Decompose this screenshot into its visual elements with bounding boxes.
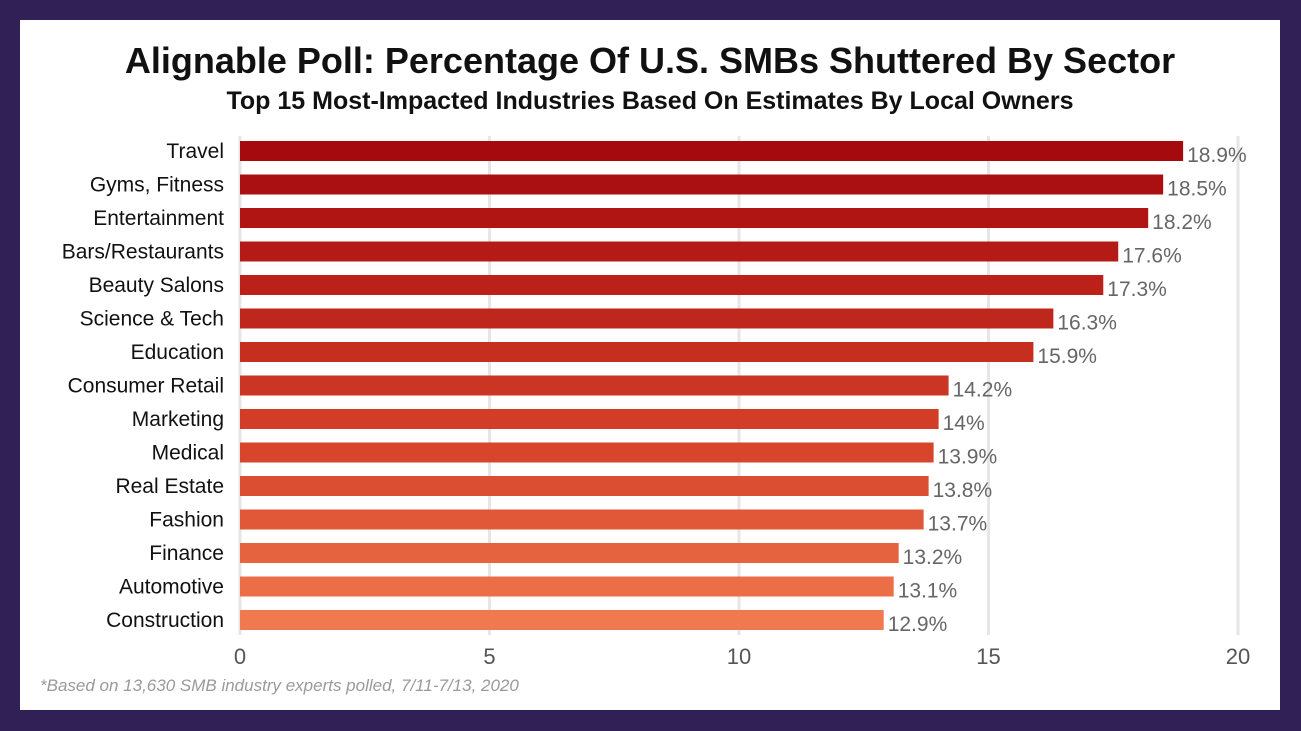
- bar-bars-restaurants: [240, 241, 1119, 262]
- value-label: 17.6%: [1122, 245, 1182, 268]
- category-label: Construction: [106, 609, 224, 632]
- category-label: Automotive: [119, 576, 224, 599]
- x-tick-label: 20: [1226, 644, 1250, 669]
- category-label: Consumer Retail: [68, 375, 224, 398]
- x-tick-label: 15: [976, 644, 1000, 669]
- bar-chart: Travel 18.9% Gyms, Fitness 18.5% Entertainme…: [62, 136, 1250, 669]
- value-label: 14.2%: [953, 379, 1013, 402]
- bar-education: [240, 342, 1034, 362]
- label-layer: Travel 18.9% Gyms, Fitness 18.5% Entertainme…: [62, 140, 1247, 636]
- category-label: Real Estate: [115, 475, 224, 498]
- category-label: Finance: [149, 542, 224, 565]
- chart-card: Alignable Poll: Percentage Of U.S. SMBs …: [20, 20, 1280, 710]
- value-label: 18.5%: [1167, 178, 1227, 201]
- x-tick-label: 0: [234, 644, 246, 669]
- value-label: 13.8%: [933, 479, 993, 502]
- bar-marketing: [240, 409, 939, 429]
- bar-travel: [240, 141, 1184, 161]
- value-label: 13.9%: [938, 446, 998, 469]
- footnote: *Based on 13,630 SMB industry experts po…: [40, 676, 519, 695]
- category-label: Education: [131, 341, 224, 364]
- value-label: 15.9%: [1037, 345, 1097, 368]
- category-label: Entertainment: [93, 207, 224, 230]
- chart-subtitle: Top 15 Most-Impacted Industries Based On…: [226, 87, 1074, 115]
- category-label: Bars/Restaurants: [62, 241, 224, 264]
- value-label: 14%: [943, 412, 985, 435]
- value-label: 13.2%: [903, 546, 963, 569]
- category-label: Travel: [166, 140, 224, 163]
- bar-medical: [240, 442, 934, 463]
- bar-real-estate: [240, 476, 929, 496]
- value-label: 17.3%: [1107, 278, 1167, 301]
- value-label: 16.3%: [1057, 312, 1117, 335]
- x-tick-label: 10: [727, 644, 751, 669]
- value-label: 13.1%: [898, 580, 958, 603]
- value-label: 12.9%: [888, 613, 948, 636]
- value-label: 18.9%: [1187, 144, 1247, 167]
- category-label: Medical: [152, 442, 224, 465]
- bar-entertainment: [240, 208, 1149, 228]
- bar-consumer-retail: [240, 375, 949, 396]
- tick-layer: 0 5 10 15 20: [234, 644, 1250, 669]
- bar-gyms-fitness: [240, 174, 1164, 195]
- category-label: Beauty Salons: [89, 274, 224, 297]
- category-label: Fashion: [149, 509, 224, 532]
- bar-science-tech: [240, 308, 1054, 329]
- bar-fashion: [240, 509, 924, 530]
- bar-finance: [240, 543, 899, 563]
- chart-title: Alignable Poll: Percentage Of U.S. SMBs …: [124, 40, 1176, 81]
- bar-layer: [240, 141, 1184, 630]
- bar-automotive: [240, 576, 894, 597]
- value-label: 18.2%: [1152, 211, 1212, 234]
- bar-construction: [240, 610, 884, 630]
- category-label: Marketing: [132, 408, 224, 431]
- value-label: 13.7%: [928, 513, 988, 536]
- category-label: Gyms, Fitness: [90, 174, 224, 197]
- bar-beauty-salons: [240, 275, 1104, 295]
- x-tick-label: 5: [483, 644, 495, 669]
- category-label: Science & Tech: [80, 308, 224, 331]
